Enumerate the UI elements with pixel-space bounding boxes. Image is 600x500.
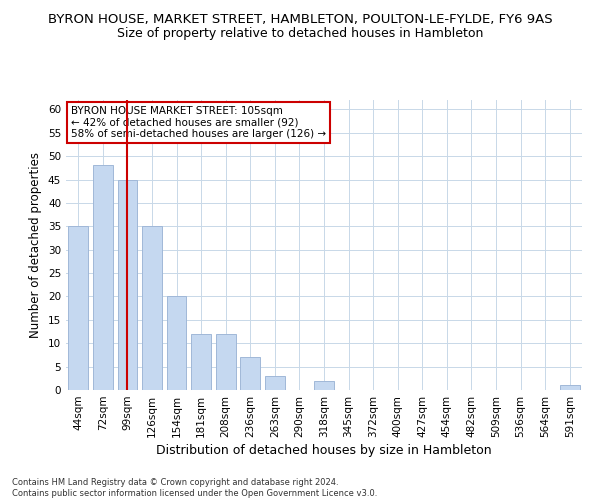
Bar: [68, 226, 88, 390]
Text: Contains HM Land Registry data © Crown copyright and database right 2024.
Contai: Contains HM Land Registry data © Crown c…: [12, 478, 377, 498]
Bar: [216, 334, 236, 390]
Text: Size of property relative to detached houses in Hambleton: Size of property relative to detached ho…: [117, 28, 483, 40]
Text: BYRON HOUSE, MARKET STREET, HAMBLETON, POULTON-LE-FYLDE, FY6 9AS: BYRON HOUSE, MARKET STREET, HAMBLETON, P…: [47, 12, 553, 26]
Bar: [167, 296, 187, 390]
Bar: [142, 226, 162, 390]
Bar: [314, 380, 334, 390]
Bar: [191, 334, 211, 390]
Bar: [93, 166, 113, 390]
Text: BYRON HOUSE MARKET STREET: 105sqm
← 42% of detached houses are smaller (92)
58% : BYRON HOUSE MARKET STREET: 105sqm ← 42% …: [71, 106, 326, 139]
Y-axis label: Number of detached properties: Number of detached properties: [29, 152, 43, 338]
X-axis label: Distribution of detached houses by size in Hambleton: Distribution of detached houses by size …: [156, 444, 492, 457]
Bar: [560, 386, 580, 390]
Bar: [265, 376, 284, 390]
Bar: [118, 180, 137, 390]
Bar: [241, 358, 260, 390]
